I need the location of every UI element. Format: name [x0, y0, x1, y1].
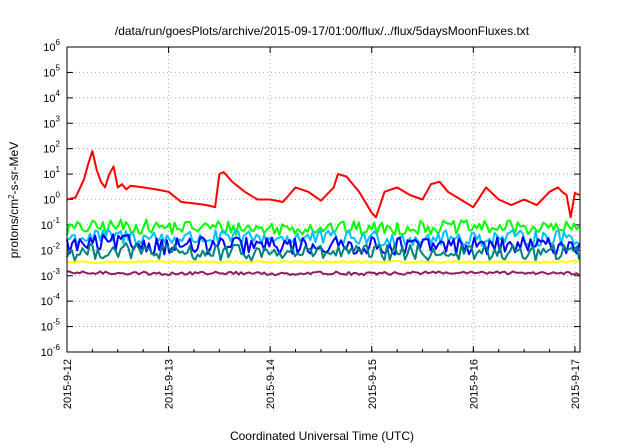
- y-tick-label: 10-4: [41, 292, 61, 308]
- y-tick-exponent: 6: [56, 38, 61, 47]
- plot-series: [66, 150, 581, 277]
- y-tick-base: 10: [41, 271, 53, 283]
- x-tick-label: 2015-9-13: [164, 359, 176, 409]
- series-line-5: [66, 259, 580, 264]
- series-line-2: [66, 228, 580, 247]
- y-tick-exponent: -6: [53, 343, 61, 352]
- y-tick-base: 10: [43, 195, 55, 207]
- y-axis-label-pre: protons/cm: [7, 199, 21, 258]
- y-tick-base: 10: [43, 169, 55, 181]
- y-tick-exponent: -3: [53, 267, 61, 276]
- series-line-1: [66, 218, 580, 236]
- series-line-4: [66, 242, 581, 262]
- y-tick-base: 10: [41, 347, 53, 359]
- x-tick-label: 2015-9-15: [367, 359, 379, 409]
- x-tick-label: 2015-9-14: [265, 359, 277, 409]
- y-tick-base: 10: [43, 93, 55, 105]
- y-tick-exponent: 0: [56, 191, 61, 200]
- y-axis-label-sup: 2: [7, 194, 16, 199]
- y-tick-label: 102: [43, 140, 60, 156]
- y-tick-exponent: 1: [56, 165, 61, 174]
- y-tick-labels: 10-610-510-410-310-210-11001011021031041…: [41, 38, 61, 359]
- plot-frame: [66, 46, 581, 353]
- x-tick-labels: 2015-9-12 2015-9-13 2015-9-14 2015-9-15 2015…: [62, 359, 582, 409]
- series-line-0: [66, 150, 580, 219]
- y-tick-label: 10-6: [41, 343, 61, 359]
- y-tick-label: 105: [43, 63, 60, 79]
- y-tick-base: 10: [41, 322, 53, 334]
- y-tick-label: 10-2: [41, 241, 61, 257]
- y-axis-label-post: -s-sr-MeV: [7, 142, 21, 195]
- y-tick-label: 10-1: [41, 216, 61, 232]
- y-tick-label: 10-3: [41, 267, 61, 283]
- series-line-6: [66, 270, 580, 277]
- y-tick-base: 10: [41, 220, 53, 232]
- y-tick-label: 101: [43, 165, 60, 181]
- y-tick-base: 10: [41, 296, 53, 308]
- y-axis-label: protons/cm2-s-sr-MeV: [7, 142, 22, 258]
- y-tick-label: 100: [43, 191, 60, 207]
- y-tick-exponent: -1: [53, 216, 61, 225]
- y-tick-base: 10: [43, 144, 55, 156]
- y-tick-exponent: -2: [53, 241, 61, 250]
- x-tick-label: 2015-9-17: [570, 359, 582, 409]
- x-tick-label: 2015-9-16: [468, 359, 480, 409]
- y-tick-base: 10: [43, 118, 55, 130]
- y-tick-label: 103: [43, 114, 60, 130]
- y-tick-exponent: -5: [53, 318, 61, 327]
- y-tick-base: 10: [43, 67, 55, 79]
- y-tick-exponent: 5: [56, 63, 61, 72]
- y-tick-exponent: 4: [56, 89, 61, 98]
- y-tick-exponent: 2: [56, 140, 61, 149]
- y-tick-base: 10: [41, 245, 53, 257]
- chart-title: /data/run/goesPlots/archive/2015-09-17/0…: [115, 24, 530, 38]
- y-tick-label: 104: [43, 89, 60, 105]
- x-tick-label: 2015-9-12: [62, 359, 74, 409]
- y-tick-exponent: 3: [56, 114, 61, 123]
- y-tick-base: 10: [43, 42, 55, 54]
- y-tick-exponent: -4: [53, 292, 61, 301]
- y-tick-label: 106: [43, 38, 60, 54]
- x-axis-label: Coordinated Universal Time (UTC): [230, 429, 414, 443]
- y-tick-label: 10-5: [41, 318, 61, 334]
